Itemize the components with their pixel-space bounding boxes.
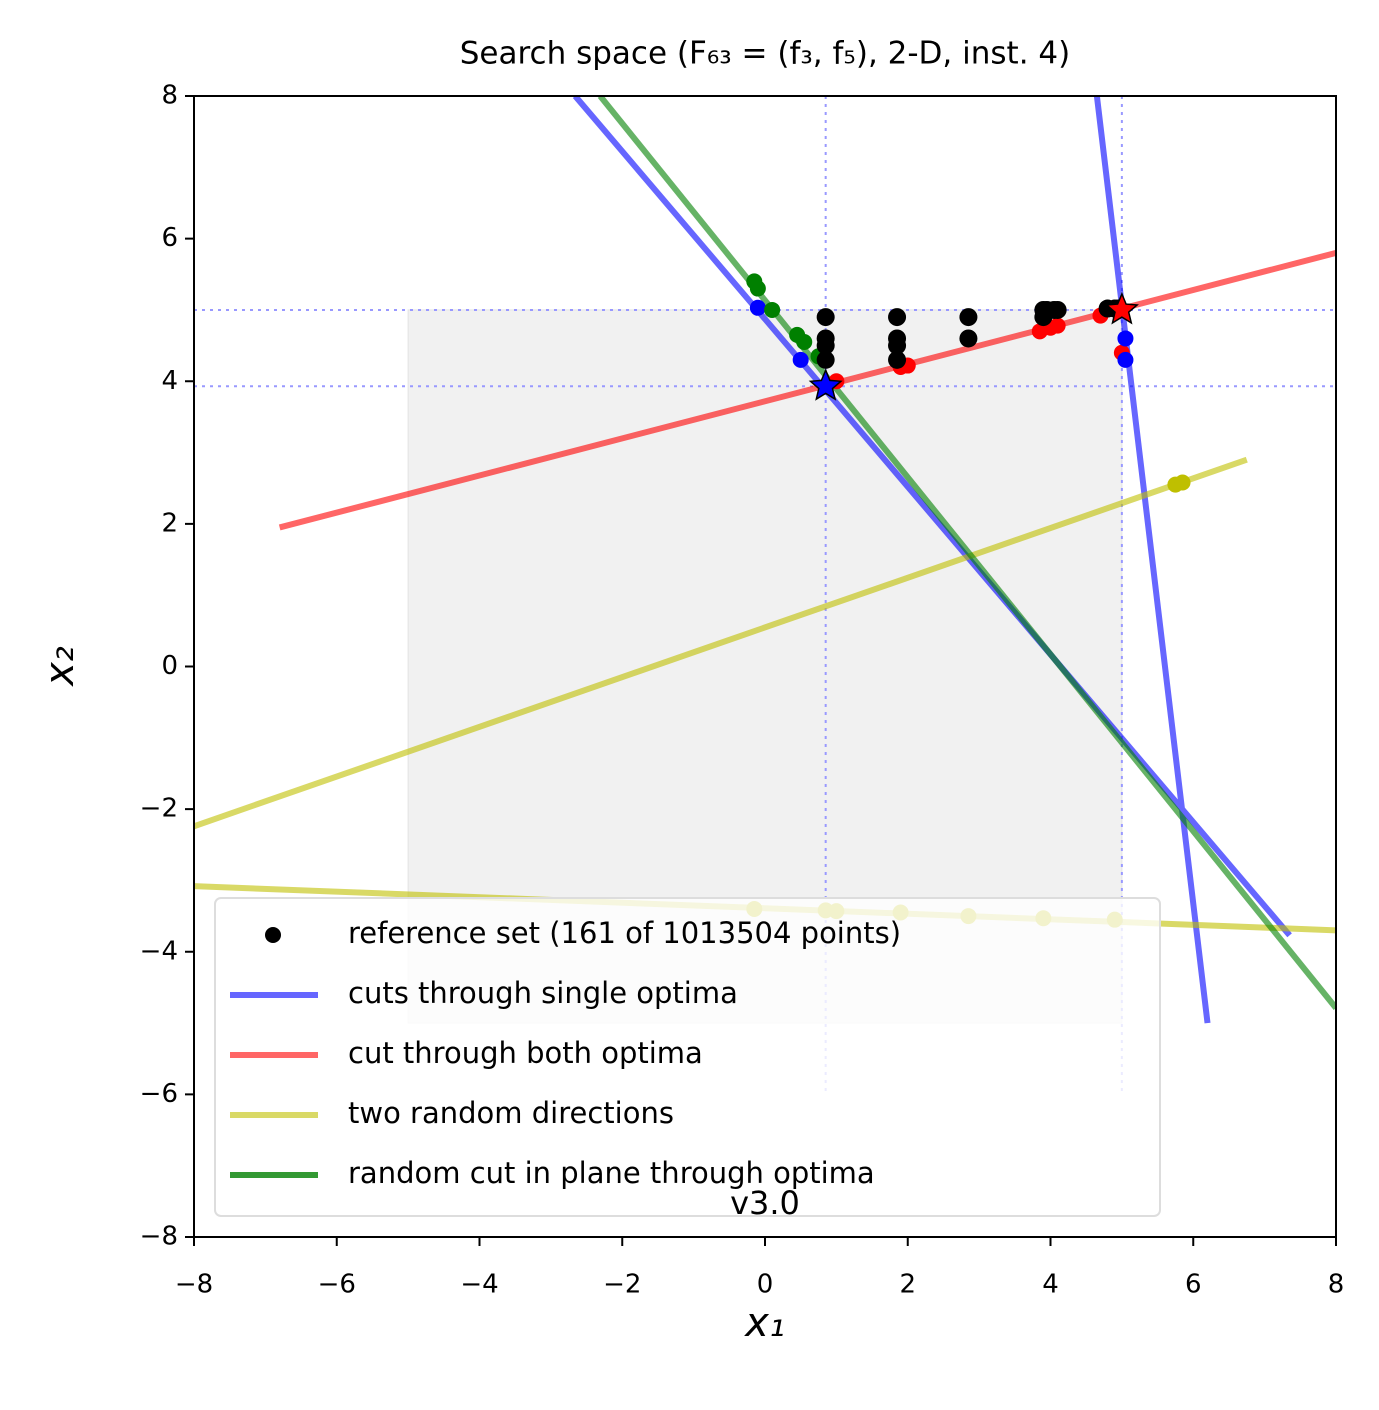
y-tick-label: 6 bbox=[161, 223, 178, 253]
series-line bbox=[572, 96, 1292, 1024]
y-tick-label: −2 bbox=[140, 794, 178, 824]
legend-label: two random directions bbox=[348, 1096, 674, 1130]
reference-point bbox=[816, 350, 835, 369]
reference-point bbox=[1048, 300, 1067, 319]
reference-point bbox=[888, 336, 907, 355]
y-tick-label: 0 bbox=[161, 651, 178, 681]
sample-point bbox=[796, 334, 813, 351]
chart-title: Search space (F₆₃ = (f₃, f₅), 2-D, inst.… bbox=[460, 36, 1070, 72]
sample-point bbox=[749, 299, 766, 316]
y-tick-label: −8 bbox=[140, 1222, 178, 1252]
legend-label: cut through both optima bbox=[348, 1036, 703, 1070]
x-tick-label: 6 bbox=[1185, 1270, 1202, 1300]
sample-point bbox=[1174, 474, 1191, 491]
watermark: v3.0 bbox=[730, 1184, 800, 1222]
sample-point bbox=[1049, 317, 1066, 334]
y-tick-label: −4 bbox=[140, 936, 178, 966]
sample-point bbox=[749, 280, 766, 297]
legend-marker bbox=[265, 927, 281, 943]
y-tick-label: −6 bbox=[140, 1079, 178, 1109]
x-axis-label: x₁ bbox=[743, 1300, 785, 1346]
legend: reference set (161 of 1013504 points) cut… bbox=[214, 897, 1161, 1217]
legend-label: cuts through single optima bbox=[348, 976, 738, 1010]
reference-point bbox=[959, 329, 978, 348]
y-tick-label: 4 bbox=[161, 366, 178, 396]
sample-point bbox=[1117, 351, 1134, 368]
x-tick-label: 2 bbox=[899, 1270, 916, 1300]
sample-point bbox=[1117, 330, 1134, 347]
x-tick-label: −2 bbox=[603, 1270, 641, 1300]
series-line bbox=[278, 249, 1336, 531]
legend-box bbox=[214, 897, 1161, 1217]
x-tick-label: 4 bbox=[1042, 1270, 1059, 1300]
sample-point bbox=[792, 351, 809, 368]
reference-point bbox=[888, 308, 907, 327]
reference-point bbox=[888, 350, 907, 369]
reference-point bbox=[816, 336, 835, 355]
optimum-star bbox=[1104, 291, 1139, 325]
x-tick-label: 0 bbox=[757, 1270, 774, 1300]
x-tick-label: −6 bbox=[318, 1270, 356, 1300]
x-tick-label: −4 bbox=[460, 1270, 498, 1300]
reference-point bbox=[816, 308, 835, 327]
y-tick-label: 2 bbox=[161, 508, 178, 538]
y-axis-label: x₂ bbox=[37, 646, 83, 688]
legend-label: reference set (161 of 1013504 points) bbox=[348, 916, 901, 950]
x-tick-label: 8 bbox=[1328, 1270, 1345, 1300]
optimum-star bbox=[808, 368, 843, 401]
sample-point bbox=[764, 301, 781, 318]
x-tick-label: −8 bbox=[175, 1270, 213, 1300]
reference-point bbox=[959, 308, 978, 327]
legend-label: random cut in plane through optima bbox=[348, 1156, 875, 1190]
y-tick-label: 8 bbox=[161, 81, 178, 111]
series-line bbox=[597, 96, 1336, 1010]
reference-point bbox=[1034, 308, 1053, 327]
